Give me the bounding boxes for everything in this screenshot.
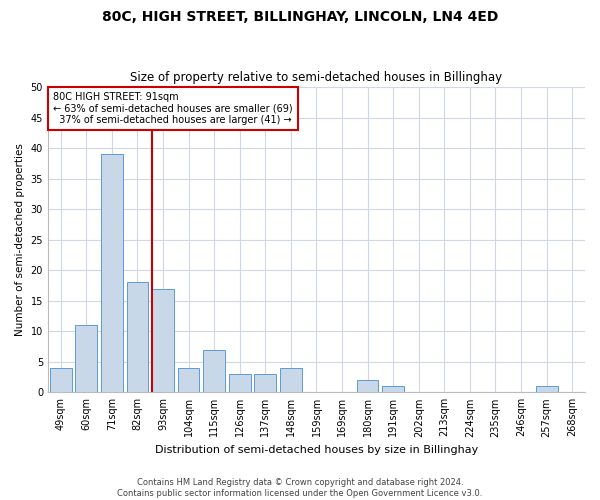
Y-axis label: Number of semi-detached properties: Number of semi-detached properties: [15, 143, 25, 336]
Text: Contains HM Land Registry data © Crown copyright and database right 2024.
Contai: Contains HM Land Registry data © Crown c…: [118, 478, 482, 498]
Bar: [101, 154, 123, 392]
Title: Size of property relative to semi-detached houses in Billinghay: Size of property relative to semi-detach…: [130, 72, 503, 85]
Bar: [280, 368, 302, 392]
X-axis label: Distribution of semi-detached houses by size in Billinghay: Distribution of semi-detached houses by …: [155, 445, 478, 455]
Bar: [50, 368, 71, 392]
Bar: [76, 325, 97, 392]
Bar: [178, 368, 199, 392]
Bar: [536, 386, 557, 392]
Bar: [254, 374, 276, 392]
Bar: [127, 282, 148, 393]
Bar: [357, 380, 379, 392]
Text: 80C HIGH STREET: 91sqm
← 63% of semi-detached houses are smaller (69)
  37% of s: 80C HIGH STREET: 91sqm ← 63% of semi-det…: [53, 92, 293, 125]
Bar: [152, 288, 174, 393]
Bar: [382, 386, 404, 392]
Text: 80C, HIGH STREET, BILLINGHAY, LINCOLN, LN4 4ED: 80C, HIGH STREET, BILLINGHAY, LINCOLN, L…: [102, 10, 498, 24]
Bar: [229, 374, 251, 392]
Bar: [203, 350, 225, 393]
